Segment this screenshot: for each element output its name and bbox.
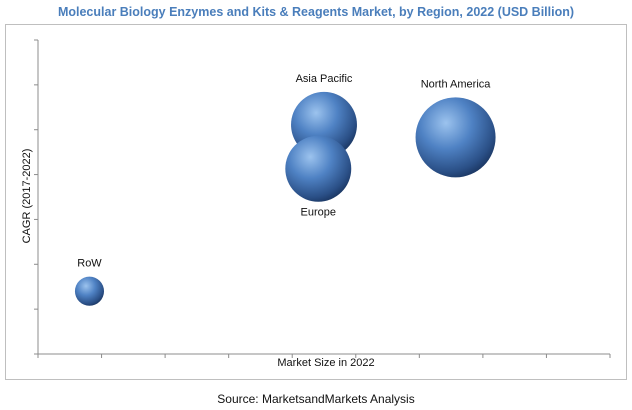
bubble-row [74,276,105,306]
bubble-label-europe: Europe [301,207,336,219]
chart-frame [5,24,627,380]
bubble-labels: Asia Pacific North America Europe RoW [77,73,491,270]
bubbles [74,91,496,306]
bubble-label-row: RoW [77,258,102,270]
bubble-label-north-america: North America [421,78,492,90]
y-axis-title: CAGR (2017-2022) [21,149,33,244]
source-note: Source: MarketsandMarkets Analysis [217,392,415,406]
chart-title: Molecular Biology Enzymes and Kits & Rea… [57,5,575,19]
bubble-europe [285,135,352,202]
x-axis-title: Market Size in 2022 [277,357,374,369]
axes [34,39,611,358]
bubble-north-america [415,97,496,178]
bubble-label-asia-pacific: Asia Pacific [296,73,353,85]
